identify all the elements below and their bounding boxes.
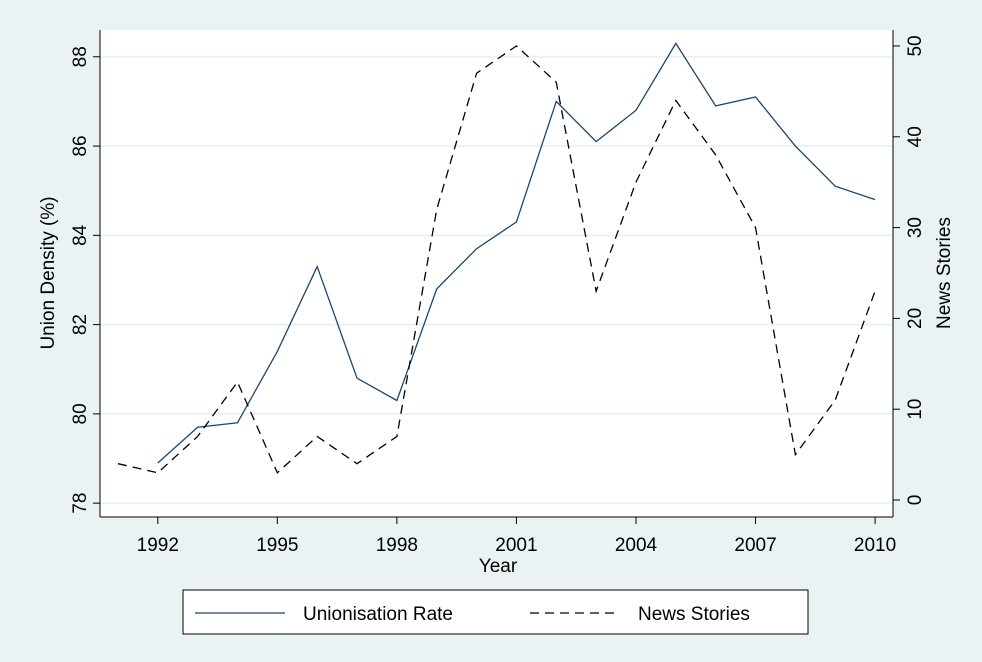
y-tick-label: 82: [70, 314, 91, 335]
x-tick-label: 1995: [256, 535, 298, 556]
y-tick-label: 80: [70, 403, 91, 424]
y2-tick-label: 0: [905, 495, 926, 506]
y-tick-label: 86: [70, 135, 91, 156]
y-axis-title: Union Density (%): [38, 196, 59, 349]
series-line: [157, 42, 876, 464]
x-tick-label: 1998: [376, 535, 418, 556]
legend-label: Unionisation Rate: [303, 604, 453, 625]
plot-area: [100, 30, 893, 517]
y2-axis-title: News Stories: [934, 217, 955, 329]
y2-tick-label: 40: [905, 126, 926, 147]
y-tick-label: 88: [70, 46, 91, 67]
x-axis-title: Year: [479, 556, 518, 577]
x-tick-label: 1992: [137, 535, 179, 556]
y2-tick-label: 10: [905, 399, 926, 420]
y2-tick-label: 50: [905, 35, 926, 56]
x-tick-label: 2004: [615, 535, 658, 556]
y-tick-label: 78: [70, 493, 91, 514]
series-line: [117, 45, 876, 474]
legend: [182, 589, 809, 635]
legend-label: News Stories: [638, 604, 750, 625]
x-tick-label: 2010: [854, 535, 896, 556]
x-tick-label: 2007: [734, 535, 776, 556]
y-tick-label: 84: [70, 224, 91, 246]
y2-tick-label: 30: [905, 217, 926, 238]
y2-tick-label: 20: [905, 308, 926, 329]
x-tick-label: 2001: [495, 535, 537, 556]
